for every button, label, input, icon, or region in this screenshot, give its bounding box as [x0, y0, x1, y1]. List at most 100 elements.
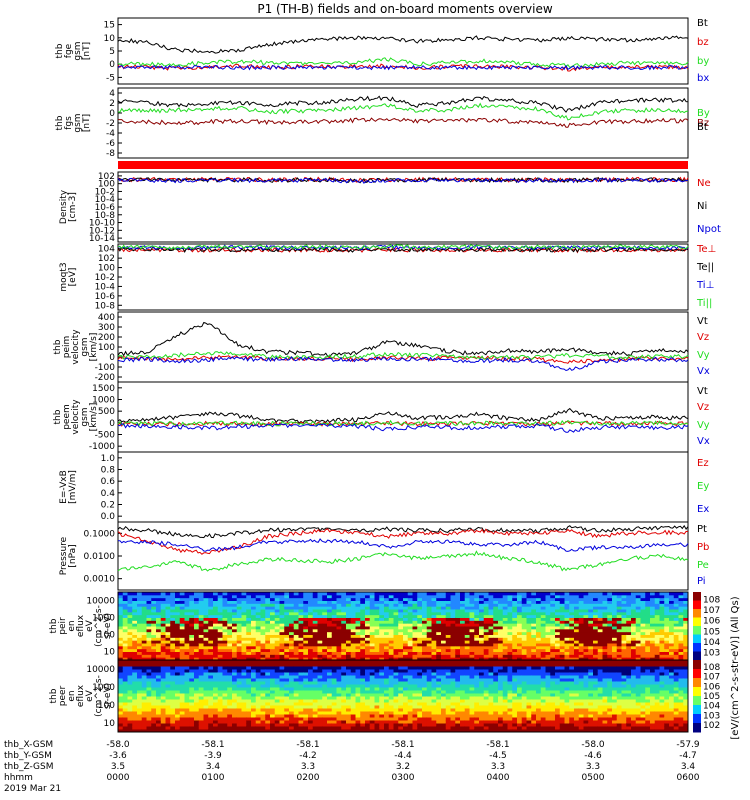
spectrogram-cell: [635, 628, 641, 633]
spectrogram-cell: [146, 623, 152, 627]
spectrogram-cell: [550, 643, 556, 647]
spectrogram-cell: [118, 714, 124, 718]
spectrogram-cell: [422, 663, 428, 667]
spectrogram-cell: [474, 684, 480, 688]
spectrogram-cell: [384, 729, 390, 733]
spectrogram-cell: [217, 640, 223, 644]
spectrogram-cell: [355, 702, 361, 706]
spectrogram-cell: [536, 600, 542, 604]
spectrogram-cell: [635, 609, 641, 613]
spectrogram-cell: [479, 603, 485, 607]
spectrogram-cell: [341, 705, 347, 709]
spectrogram-cell: [246, 626, 252, 630]
spectrogram-cell: [203, 690, 209, 694]
spectrogram-cell: [289, 603, 295, 607]
spectrogram-cell: [659, 592, 665, 596]
spectrogram-cell: [517, 631, 523, 635]
spectrogram-cell: [322, 603, 328, 607]
spectrogram-cell: [393, 681, 399, 685]
spectrogram-cell: [265, 657, 271, 661]
spectrogram-cell: [213, 628, 219, 633]
spectrogram-cell: [673, 628, 679, 633]
spectrogram-cell: [118, 711, 124, 715]
spectrogram-cell: [298, 678, 304, 682]
spectrogram-cell: [578, 645, 584, 650]
spectrogram-cell: [602, 597, 608, 601]
spectrogram-cell: [469, 603, 475, 607]
spectrogram-cell: [308, 714, 314, 718]
series-line-black: [117, 246, 689, 253]
spectrogram-cell: [251, 600, 257, 604]
spectrogram-cell: [222, 666, 228, 670]
spectrogram-cell: [241, 663, 247, 667]
spectrogram-cell: [279, 711, 285, 715]
spectrogram-cell: [407, 702, 413, 706]
spectrogram-cell: [251, 609, 257, 613]
spectrogram-cell: [441, 651, 447, 655]
spectrogram-cell: [469, 705, 475, 709]
spectrogram-cell: [360, 640, 366, 644]
spectrogram-cell: [141, 620, 147, 624]
spectrogram-cell: [156, 597, 162, 601]
spectrogram-cell: [160, 669, 166, 673]
spectrogram-cell: [346, 678, 352, 682]
spectrogram-cell: [265, 723, 271, 727]
spectrogram-cell: [593, 594, 599, 599]
spectrogram-cell: [279, 600, 285, 604]
spectrogram-cell: [312, 705, 318, 709]
spectrogram-cell: [222, 623, 228, 627]
colorbar-segment: [693, 592, 701, 601]
spectrogram-cell: [208, 705, 214, 709]
spectrogram-cell: [208, 681, 214, 685]
y-axis-label-line: peim: [62, 336, 72, 359]
spectrogram-cell: [260, 678, 266, 682]
spectrogram-cell: [303, 600, 309, 604]
spectrogram-cell: [274, 705, 280, 709]
spectrogram-cell: [474, 609, 480, 613]
spectrogram-cell: [455, 628, 461, 633]
spectrogram-cell: [403, 690, 409, 694]
spectrogram-cell: [431, 675, 437, 679]
spectrogram-cell: [483, 628, 489, 633]
spectrogram-cell: [317, 672, 323, 676]
y-axis-label-line: sr-eV): [103, 683, 113, 709]
spectrogram-cell: [151, 696, 157, 700]
spectrogram-cell: [198, 648, 204, 652]
spectrogram-cell: [270, 672, 276, 676]
spectrogram-cell: [298, 648, 304, 652]
spectrogram-cell: [526, 611, 532, 616]
spectrogram-cell: [445, 687, 451, 691]
spectrogram-cell: [550, 600, 556, 604]
spectrogram-cell: [602, 600, 608, 604]
spectrogram-cell: [222, 609, 228, 613]
spectrogram-cell: [127, 723, 133, 727]
spectrogram-cell: [550, 648, 556, 652]
spectrogram-cell: [208, 675, 214, 679]
spectrogram-cell: [464, 693, 470, 697]
spectrogram-cell: [251, 720, 257, 724]
spectrogram-cell: [474, 634, 480, 638]
spectrogram-cell: [683, 626, 689, 630]
spectrogram-cell: [298, 634, 304, 638]
spectrogram-cell: [640, 657, 646, 661]
spectrogram-cell: [384, 597, 390, 601]
spectrogram-cell: [464, 645, 470, 650]
spectrogram-cell: [479, 690, 485, 694]
spectrogram-cell: [431, 611, 437, 616]
spectrogram-cell: [156, 600, 162, 604]
spectrogram-cell: [331, 675, 337, 679]
spectrogram-cell: [621, 654, 627, 658]
spectrogram-cell: [403, 726, 409, 730]
spectrogram-cell: [122, 637, 128, 641]
spectrogram-cell: [445, 693, 451, 697]
spectrogram-cell: [479, 726, 485, 730]
spectrogram-cell: [132, 660, 138, 664]
spectrogram-cell: [246, 634, 252, 638]
spectrogram-cell: [236, 663, 242, 667]
spectrogram-cell: [517, 634, 523, 638]
spectrogram-cell: [270, 645, 276, 650]
spectrogram-cell: [293, 623, 299, 627]
spectrogram-cell: [270, 594, 276, 599]
spectrogram-cell: [583, 648, 589, 652]
